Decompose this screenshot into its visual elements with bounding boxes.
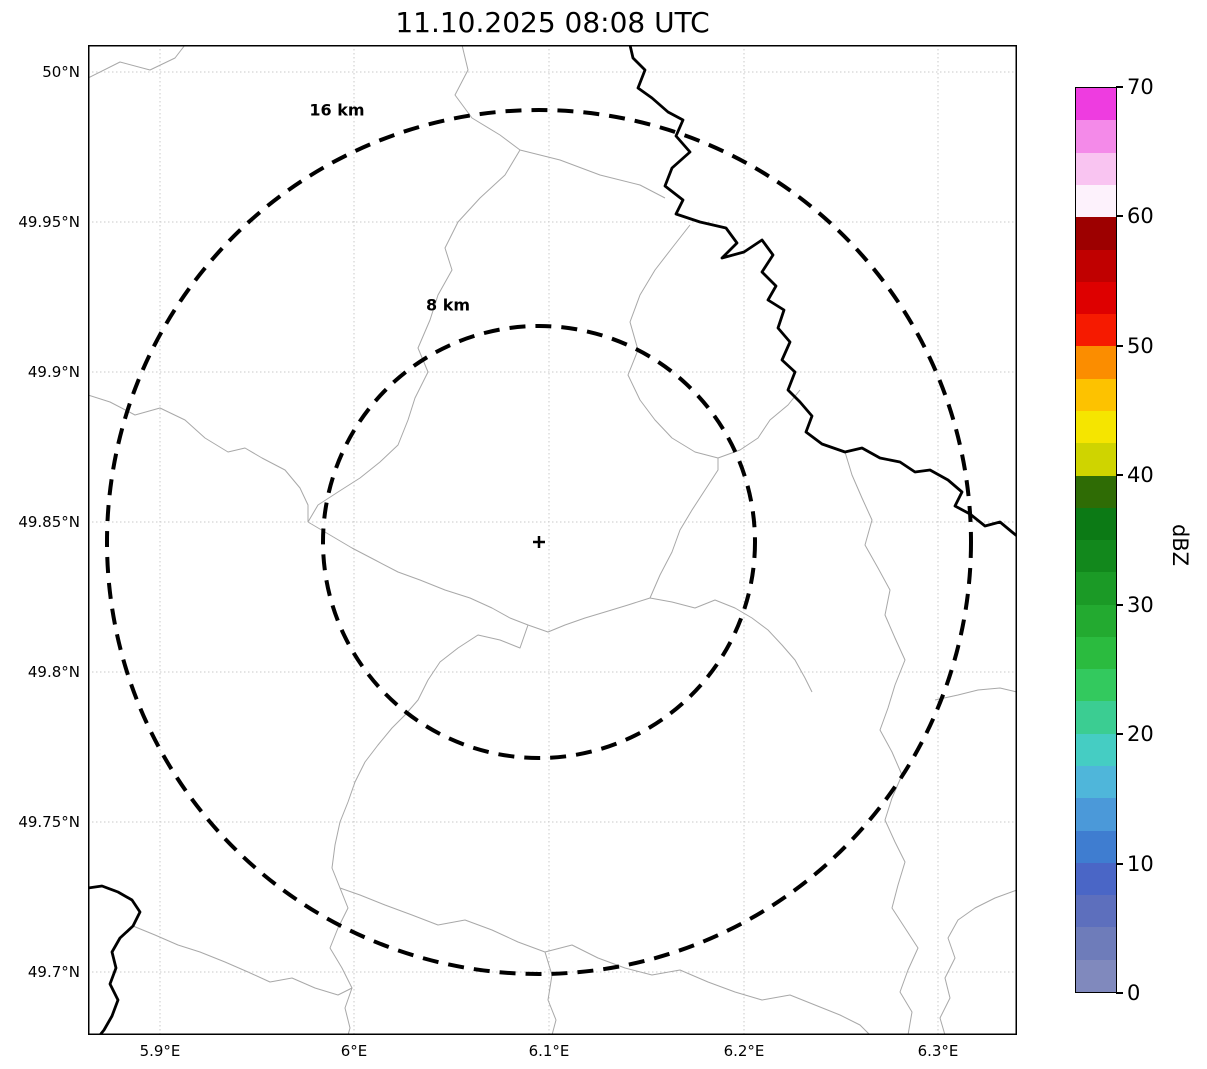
colorbar-segment — [1076, 766, 1116, 799]
y-tick-label: 49.75°N — [18, 813, 80, 831]
colorbar-segment — [1076, 701, 1116, 734]
y-tick-label: 50°N — [42, 63, 80, 81]
colorbar-tick-label: 30 — [1127, 592, 1154, 617]
colorbar-tick-mark — [1116, 215, 1123, 218]
colorbar-gradient — [1076, 88, 1116, 992]
colorbar-segment — [1076, 895, 1116, 928]
colorbar-segment — [1076, 507, 1116, 541]
colorbar-tick-mark — [1116, 862, 1123, 865]
colorbar-segment — [1076, 184, 1116, 218]
colorbar-tick-mark — [1116, 86, 1123, 88]
x-tick-label: 6.3°E — [917, 1042, 959, 1060]
colorbar-tick-mark — [1116, 474, 1123, 477]
colorbar-segment — [1076, 604, 1116, 637]
colorbar-segment — [1076, 475, 1116, 508]
colorbar-segment — [1076, 120, 1116, 153]
plot-frame — [88, 45, 1017, 1035]
colorbar-tick-label: 10 — [1127, 851, 1154, 876]
map-plot: 16 km 8 km — [86, 43, 1019, 1037]
range-ring-label-8km: 8 km — [425, 295, 471, 315]
y-tick-label: 49.9°N — [27, 363, 80, 381]
colorbar-segment — [1076, 378, 1116, 411]
colorbar-segment — [1076, 281, 1116, 315]
colorbar-tick-label: 0 — [1127, 981, 1141, 1005]
colorbar-segment — [1076, 410, 1116, 444]
figure-title: 11.10.2025 08:08 UTC — [395, 6, 710, 39]
radar-site-marker — [533, 536, 545, 548]
y-tick-label: 49.7°N — [27, 963, 80, 981]
colorbar-segment — [1076, 540, 1116, 573]
colorbar-tick-label: 70 — [1127, 75, 1154, 99]
y-tick-label: 49.85°N — [18, 513, 80, 531]
colorbar-segment — [1076, 733, 1116, 767]
colorbar-segment — [1076, 88, 1116, 121]
colorbar-segment — [1076, 636, 1116, 670]
colorbar-tick-label: 40 — [1127, 463, 1154, 488]
colorbar-segment — [1076, 443, 1116, 476]
colorbar-tick-mark — [1116, 733, 1123, 736]
y-tick-label: 49.8°N — [27, 663, 80, 681]
range-ring-inner — [321, 324, 757, 760]
colorbar-segment — [1076, 862, 1116, 896]
colorbar-segment — [1076, 830, 1116, 863]
grid-lines — [88, 45, 1017, 1035]
admin-boundaries — [87, 44, 1018, 1036]
colorbar-segment — [1076, 249, 1116, 282]
colorbar-segment — [1076, 572, 1116, 605]
x-tick-label: 6.1°E — [528, 1042, 570, 1060]
x-tick-label: 6°E — [340, 1042, 368, 1060]
colorbar-tick-mark — [1116, 992, 1123, 994]
colorbar-segment — [1076, 927, 1116, 960]
colorbar-segment — [1076, 669, 1116, 702]
colorbar-tick-label: 50 — [1127, 333, 1154, 358]
colorbar-segment — [1076, 217, 1116, 250]
colorbar-segment — [1076, 798, 1116, 831]
colorbar-tick-mark — [1116, 603, 1123, 606]
national-border — [86, 43, 1019, 1037]
x-tick-label: 5.9°E — [139, 1042, 181, 1060]
x-tick-label: 6.2°E — [723, 1042, 765, 1060]
colorbar-segment — [1076, 346, 1116, 379]
colorbar — [1075, 87, 1117, 993]
range-ring-outer — [105, 108, 973, 976]
y-tick-label: 49.95°N — [18, 213, 80, 231]
colorbar-segment — [1076, 959, 1116, 992]
map-canvas — [86, 43, 1019, 1037]
colorbar-segment — [1076, 314, 1116, 347]
range-ring-label-16km: 16 km — [309, 100, 365, 120]
colorbar-tick-label: 60 — [1127, 204, 1154, 229]
colorbar-label: dBZ — [1168, 523, 1192, 567]
colorbar-tick-mark — [1116, 344, 1123, 347]
colorbar-segment — [1076, 152, 1116, 185]
colorbar-tick-label: 20 — [1127, 722, 1154, 747]
